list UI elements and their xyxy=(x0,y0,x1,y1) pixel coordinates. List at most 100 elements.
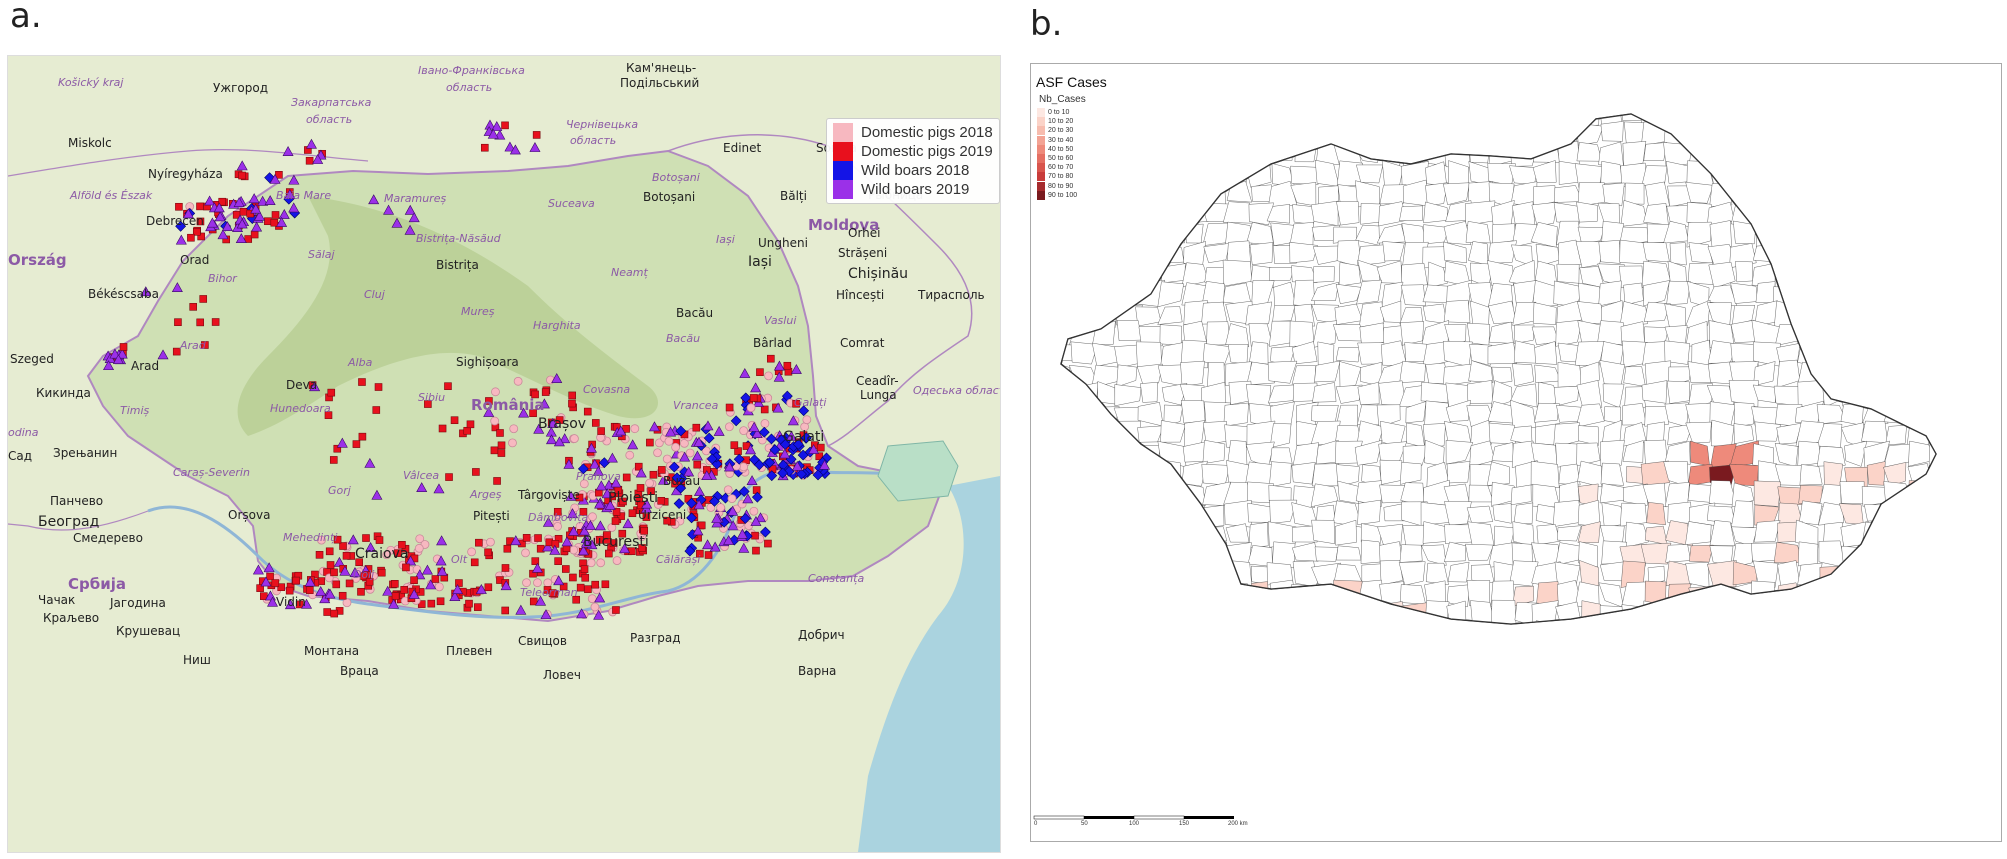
legend-label: 0 to 10 xyxy=(1048,109,1070,117)
domestic-pig-2019-marker xyxy=(628,509,637,518)
commune-cell xyxy=(1576,201,1598,223)
wild-boar-2019-marker xyxy=(580,537,592,548)
commune-cell xyxy=(1640,460,1670,487)
commune-cell xyxy=(1818,282,1844,308)
wild-boar-2019-marker xyxy=(284,189,296,199)
domestic-pig-2019-marker xyxy=(634,462,643,471)
commune-cell xyxy=(1422,423,1446,448)
domestic-pig-2019-marker xyxy=(649,470,658,479)
commune-cell xyxy=(1906,565,1929,587)
place-label: Debrecen xyxy=(146,214,204,228)
domestic-pig-2019-marker xyxy=(375,536,384,544)
wild-boar-2019-marker xyxy=(531,562,543,573)
commune-cell xyxy=(1225,559,1253,587)
commune-cell xyxy=(1755,281,1776,303)
wild-boar-2019-marker xyxy=(391,217,403,228)
commune-cell xyxy=(1180,120,1206,147)
commune-cell xyxy=(1776,241,1801,264)
commune-cell xyxy=(1665,560,1692,586)
commune-cell xyxy=(1735,261,1753,283)
wild-boar-2019-marker xyxy=(773,360,785,371)
wild-boar-2019-marker xyxy=(416,482,428,493)
commune-cell xyxy=(1113,520,1142,548)
commune-cell xyxy=(1911,141,1935,164)
wild-boar-2019-marker xyxy=(692,525,704,536)
place-label: Gorj xyxy=(328,484,351,497)
legend-item: 30 to 40 xyxy=(1037,135,1077,145)
commune-cell xyxy=(1138,326,1165,347)
domestic-pig-2018-marker xyxy=(739,426,749,436)
domestic-pig-2019-marker xyxy=(529,569,537,578)
scale-label: 200 km xyxy=(1228,821,1248,827)
commune-cell xyxy=(1359,301,1384,328)
commune-cell xyxy=(1070,341,1098,365)
domestic-pig-2019-marker xyxy=(187,233,195,242)
wild-boar-2019-marker xyxy=(739,367,751,378)
wild-boar-2019-marker xyxy=(538,398,550,409)
wild-boar-2019-marker xyxy=(221,221,233,231)
commune-cell xyxy=(1932,164,1936,184)
asf-cases-map[interactable]: ASF Cases Nb_Cases 0 to 10 10 to 20 20 to … xyxy=(1030,63,2002,842)
commune-cell xyxy=(1444,524,1473,544)
wild-boar-2019-marker xyxy=(315,585,327,596)
wild-boar-2019-marker xyxy=(635,467,647,478)
commune-cell xyxy=(1443,221,1472,246)
domestic-pig-2018-marker xyxy=(757,435,767,445)
wild-boar-2019-marker xyxy=(648,421,661,432)
commune-cell xyxy=(1402,444,1429,467)
commune-cell xyxy=(1357,499,1381,525)
commune-cell xyxy=(1399,544,1423,563)
domestic-pig-2019-marker xyxy=(484,548,492,557)
place-label: Vâlcea xyxy=(403,469,440,482)
commune-cell xyxy=(1773,300,1799,328)
commune-cell xyxy=(1092,239,1119,268)
wild-boar-2019-marker xyxy=(627,439,639,450)
outbreak-map[interactable]: Košický kraj Ужгород Івано-Франківська обла… xyxy=(7,55,1001,853)
commune-cell xyxy=(1093,142,1114,163)
wild-boar-2019-marker xyxy=(347,534,359,545)
commune-cell xyxy=(1136,503,1165,526)
commune-cell xyxy=(1202,439,1226,464)
commune-cell xyxy=(1905,120,1934,145)
commune-cell xyxy=(1092,321,1116,345)
commune-cell xyxy=(1157,201,1181,228)
commune-cell xyxy=(1422,303,1448,324)
domestic-pig-2019-marker xyxy=(767,354,775,363)
commune-cell xyxy=(1752,384,1777,403)
commune-cell xyxy=(1774,119,1801,148)
commune-cell xyxy=(1755,182,1781,206)
commune-cell xyxy=(1708,261,1736,289)
place-label: Iași xyxy=(716,233,735,246)
commune-cell xyxy=(1863,300,1891,325)
commune-cell xyxy=(1928,366,1936,387)
commune-cell xyxy=(1335,283,1362,304)
wild-boar-2018-marker xyxy=(812,469,824,481)
place-label: Bacău xyxy=(676,306,714,320)
commune-cell xyxy=(1334,519,1357,546)
commune-cell xyxy=(1398,561,1426,586)
commune-cell xyxy=(1844,440,1868,467)
wild-boar-2019-marker xyxy=(276,216,288,227)
wild-boar-2019-marker xyxy=(282,146,294,156)
commune-cell xyxy=(1775,605,1800,624)
place-label: Botoșani xyxy=(652,171,700,184)
commune-cell xyxy=(1624,621,1644,624)
commune-cell xyxy=(1753,114,1780,128)
wild-boar-2019-marker xyxy=(116,348,128,359)
place-label: Плевен xyxy=(446,644,493,658)
commune-cell xyxy=(1840,305,1868,329)
commune-cell xyxy=(1335,347,1360,363)
commune-cell xyxy=(1909,541,1934,564)
place-label: Baia Mare xyxy=(276,189,332,202)
commune-cell xyxy=(1333,579,1363,605)
place-label: Sighișoara xyxy=(456,355,519,369)
wild-boar-2019-marker xyxy=(790,363,802,374)
domestic-pig-2019-marker xyxy=(636,484,645,492)
commune-cell xyxy=(1114,502,1142,528)
wild-boar-2018-marker xyxy=(759,526,771,538)
commune-cell xyxy=(1513,324,1535,344)
commune-cell xyxy=(1162,142,1185,162)
commune-cell xyxy=(1577,521,1601,543)
commune-cell xyxy=(1796,119,1825,145)
place-label: Mehedinți xyxy=(283,531,338,544)
